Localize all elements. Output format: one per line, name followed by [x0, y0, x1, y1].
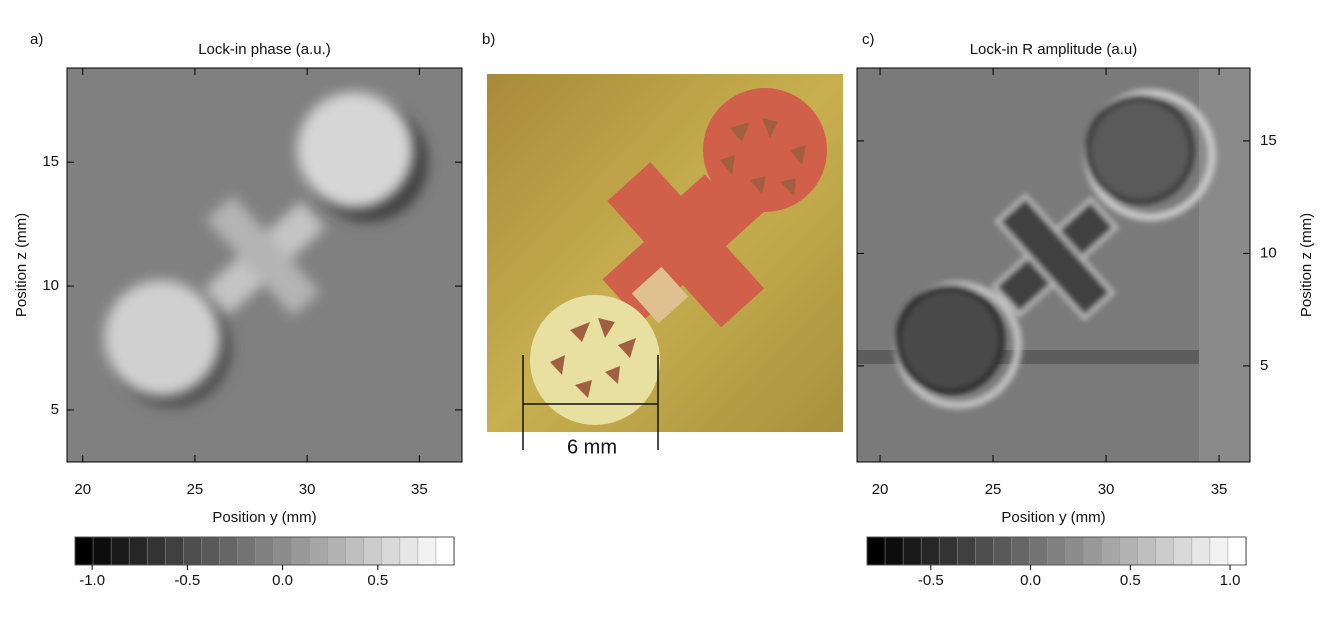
y-tick-label: 5	[1260, 357, 1268, 374]
colorbar-frame	[866, 536, 1247, 566]
panel-label: a)	[30, 31, 43, 48]
x-tick-label: 20	[74, 481, 91, 498]
colorbar-step	[201, 536, 221, 566]
colorbar-tick-label: 0.0	[1020, 572, 1041, 589]
colorbar-step	[1173, 536, 1193, 566]
colorbar-step	[884, 536, 904, 566]
sample-photo: 6 mm	[487, 74, 843, 458]
colorbar-step	[993, 536, 1013, 566]
colorbar-step	[920, 536, 940, 566]
y-tick-label: 10	[1260, 244, 1277, 261]
x-tick-label: 25	[985, 481, 1002, 498]
colorbar-step	[92, 536, 112, 566]
colorbar-tick-label: -0.5	[918, 572, 944, 589]
colorbar-step	[74, 536, 94, 566]
x-tick-label: 25	[187, 481, 204, 498]
panel-label: c)	[862, 31, 875, 48]
x-tick-label: 30	[299, 481, 316, 498]
colorbar-step	[110, 536, 130, 566]
holes	[550, 118, 806, 398]
colorbar-step	[345, 536, 365, 566]
colorbar-step	[1227, 536, 1247, 566]
colorbar-step	[1119, 536, 1139, 566]
y-tick-label: 5	[51, 401, 59, 418]
colorbar-step	[1191, 536, 1211, 566]
colorbar-step	[255, 536, 275, 566]
colorbar-step	[956, 536, 977, 566]
colorbar-step	[1047, 536, 1067, 566]
amplitude-map	[857, 68, 1250, 462]
colorbar-step	[1137, 536, 1157, 566]
colorbar-step	[219, 536, 239, 566]
colorbar-step	[237, 536, 257, 566]
colorbar-step	[146, 536, 166, 566]
colorbar-step	[417, 536, 437, 566]
colorbar-tick-label: -1.0	[79, 572, 105, 589]
colorbar-tick-label: 0.5	[367, 572, 388, 589]
scale-label: 6 mm	[567, 436, 617, 458]
phase-map	[67, 68, 462, 462]
y-tick-label: 15	[1260, 132, 1277, 149]
colorbar-step	[1209, 536, 1229, 566]
colorbar-tick-label: 0.5	[1120, 572, 1141, 589]
chart-title: Lock-in R amplitude (a.u)	[970, 41, 1138, 58]
colorbar-step	[291, 536, 311, 566]
colorbar-step	[1029, 536, 1049, 566]
sample-highlight	[104, 92, 413, 396]
colorbar-step	[1011, 536, 1031, 566]
y-axis-label: Position z (mm)	[1298, 213, 1315, 317]
colorbar-step	[975, 536, 995, 566]
colorbar-step	[381, 536, 401, 566]
colorbar-step	[902, 536, 922, 566]
x-tick-label: 20	[872, 481, 889, 498]
y-tick-label: 10	[42, 277, 59, 294]
sample-outline	[894, 89, 1216, 409]
colorbar-step	[435, 536, 455, 566]
panel-label: b)	[482, 31, 495, 48]
copper-pattern	[602, 88, 827, 328]
colorbar-frame	[74, 536, 455, 566]
x-tick-label: 35	[411, 481, 428, 498]
x-axis-label: Position y (mm)	[1001, 509, 1105, 526]
scale-bar	[522, 355, 659, 450]
x-axis-label: Position y (mm)	[212, 509, 316, 526]
colorbar-step	[866, 536, 886, 566]
colorbar-step	[273, 536, 293, 566]
colorbar-step	[309, 536, 329, 566]
light-disc	[530, 295, 660, 425]
chart-title: Lock-in phase (a.u.)	[198, 41, 331, 58]
frame	[856, 67, 1251, 463]
x-tick-label: 30	[1098, 481, 1115, 498]
y-axis-label: Position z (mm)	[13, 213, 30, 317]
colorbar-step	[399, 536, 419, 566]
colorbar-step	[363, 536, 383, 566]
y-tick-label: 15	[42, 153, 59, 170]
colorbar-tick-label: -0.5	[174, 572, 200, 589]
colorbar-step	[1101, 536, 1121, 566]
colorbar-step	[128, 536, 148, 566]
colorbar-step	[183, 536, 203, 566]
colorbar-step	[1083, 536, 1103, 566]
colorbar-step	[164, 536, 185, 566]
neck	[631, 266, 689, 324]
colorbar-step	[327, 536, 347, 566]
colorbar-tick-label: 0.0	[272, 572, 293, 589]
x-tick-label: 35	[1211, 481, 1228, 498]
colorbar-tick-label: 1.0	[1220, 572, 1241, 589]
colorbar-step	[1155, 536, 1175, 566]
colorbar-step	[938, 536, 958, 566]
frame	[66, 67, 463, 463]
colorbar-step	[1065, 536, 1085, 566]
